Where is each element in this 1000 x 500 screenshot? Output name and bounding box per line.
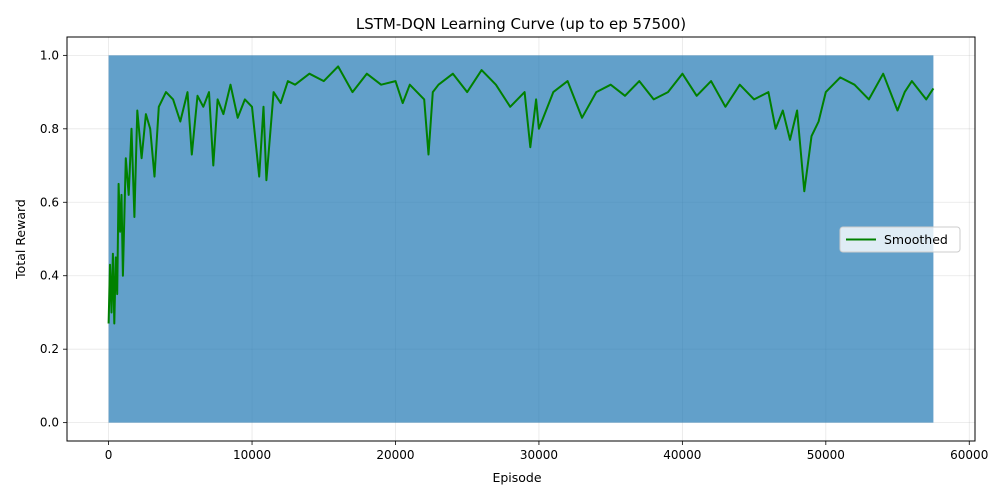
y-tick-label: 0.4: [40, 269, 59, 283]
y-tick-label: 0.2: [40, 342, 59, 356]
legend-label-smoothed: Smoothed: [884, 232, 948, 247]
raw-reward-band: [108, 55, 934, 423]
chart-title: LSTM-DQN Learning Curve (up to ep 57500): [356, 15, 686, 33]
y-tick-label: 0.0: [40, 416, 59, 430]
x-axis-label: Episode: [492, 470, 541, 485]
y-tick-label: 0.6: [40, 195, 59, 209]
smoothed-line-group: [107, 65, 935, 325]
y-axis-ticks: 0.0 0.2 0.4 0.6 0.8 1.0: [40, 48, 67, 430]
legend-box: [839, 226, 961, 253]
x-tick-label: 10000: [233, 448, 271, 462]
x-tick-label: 60000: [950, 448, 988, 462]
y-tick-label: 0.8: [40, 122, 59, 136]
legend: Smoothed: [839, 226, 961, 253]
smoothed-line: [107, 65, 935, 325]
x-tick-label: 40000: [663, 448, 701, 462]
y-axis-label: Total Reward: [13, 199, 28, 280]
x-tick-label: 30000: [520, 448, 558, 462]
x-tick-label: 20000: [376, 448, 414, 462]
raw-reward-area: [108, 55, 934, 423]
x-tick-label: 50000: [807, 448, 845, 462]
plot-frame: [66, 36, 976, 442]
x-axis-ticks: 0 10000 20000 30000 40000 50000 60000: [105, 441, 988, 462]
x-tick-label: 0: [105, 448, 113, 462]
y-tick-label: 1.0: [40, 48, 59, 62]
